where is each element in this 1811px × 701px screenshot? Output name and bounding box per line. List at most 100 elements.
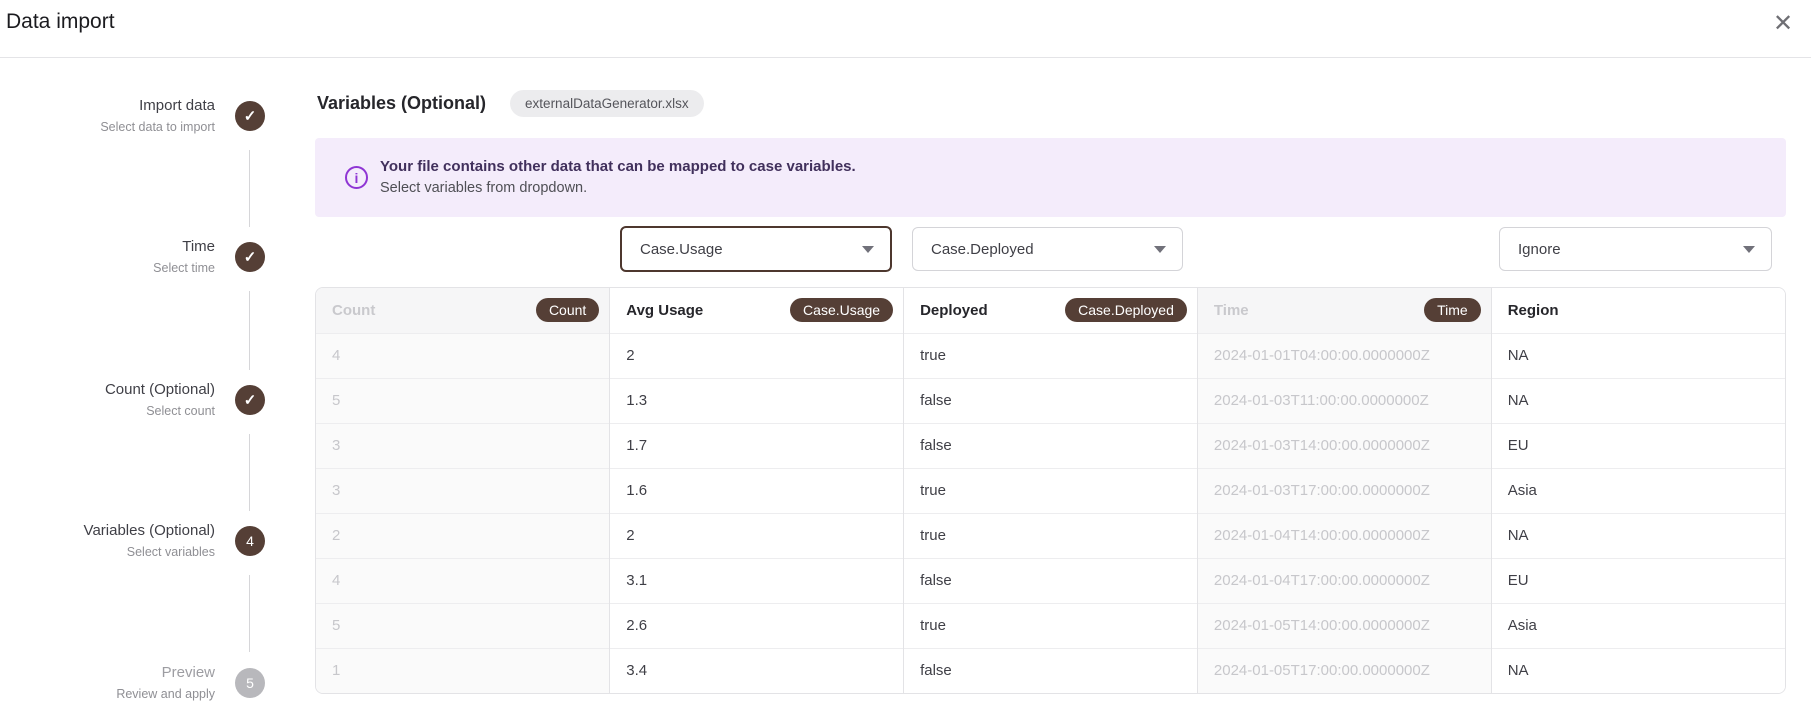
table-cell: 5 — [316, 602, 610, 648]
table-cell: 3 — [316, 467, 610, 513]
table-cell: NA — [1490, 512, 1785, 558]
table-cell: 3 — [316, 422, 610, 468]
stepper-connector — [249, 291, 250, 370]
table-cell: 2024-01-03T17:00:00.0000000Z — [1196, 467, 1492, 513]
table-cell: 2.6 — [609, 602, 904, 648]
step-number: 5 — [235, 667, 265, 698]
table-cell: true — [903, 512, 1198, 558]
table-cell: 4 — [316, 557, 610, 603]
close-icon: ✕ — [1772, 9, 1794, 37]
stepper-item-time[interactable]: Time Select time ✓ — [0, 237, 265, 277]
stepper-connector — [249, 150, 250, 227]
table-cell: 1 — [316, 647, 610, 693]
select-value: Case.Usage — [640, 240, 723, 258]
heading-row: Variables (Optional) externalDataGenerat… — [317, 90, 704, 117]
column-header-avg-usage: Avg Usage Case.Usage — [609, 288, 904, 333]
stepper-connector — [249, 434, 250, 511]
table-cell: false — [903, 557, 1198, 603]
table-cell: 4 — [316, 332, 610, 378]
mapping-badge-time: Time — [1424, 298, 1481, 323]
step-title: Preview — [161, 664, 215, 681]
header-divider — [0, 57, 1811, 58]
table-cell: 2024-01-03T11:00:00.0000000Z — [1196, 377, 1492, 423]
step-subtitle: Select data to import — [100, 120, 215, 135]
file-name-chip: externalDataGenerator.xlsx — [510, 90, 704, 117]
table-cell: 2024-01-03T14:00:00.0000000Z — [1196, 422, 1492, 468]
table-row: 5 2.6 true 2024-01-05T14:00:00.0000000Z … — [316, 602, 1785, 648]
table-cell: 1.3 — [609, 377, 904, 423]
table-cell: 1.6 — [609, 467, 904, 513]
step-check-icon: ✓ — [235, 384, 265, 415]
table-cell: 1.7 — [609, 422, 904, 468]
step-labels: Time Select time — [153, 237, 215, 277]
table-header-row: Count Count Avg Usage Case.Usage — [316, 288, 1785, 333]
table-cell: Asia — [1490, 602, 1785, 648]
step-subtitle: Select time — [153, 261, 215, 276]
stepper-item-preview[interactable]: Preview Review and apply 5 — [0, 663, 265, 701]
table-row: 3 1.6 true 2024-01-03T17:00:00.0000000Z … — [316, 467, 1785, 513]
table-cell: 3.1 — [609, 557, 904, 603]
stepper-item-variables[interactable]: Variables (Optional) Select variables 4 — [0, 521, 265, 561]
step-subtitle: Select variables — [126, 545, 215, 560]
variable-select-deployed[interactable]: Case.Deployed — [912, 227, 1183, 271]
table-cell: 2024-01-04T17:00:00.0000000Z — [1196, 557, 1492, 603]
table-cell: Asia — [1490, 467, 1785, 513]
table-cell: 2024-01-04T14:00:00.0000000Z — [1196, 512, 1492, 558]
step-number: 4 — [235, 525, 265, 556]
stepper-connector — [249, 575, 250, 652]
variable-select-avg-usage[interactable]: Case.Usage — [620, 226, 892, 272]
column-header-region: Region — [1490, 288, 1785, 333]
mapping-badge-count: Count — [535, 298, 600, 323]
table-cell: 3.4 — [609, 647, 904, 693]
table-cell: false — [903, 377, 1198, 423]
column-header-label: Deployed — [920, 301, 988, 319]
step-title: Variables (Optional) — [83, 522, 215, 539]
page-title: Variables (Optional) — [317, 93, 487, 113]
variable-select-region[interactable]: Ignore — [1499, 227, 1772, 271]
table-cell: 2 — [316, 512, 610, 558]
main-content: Variables (Optional) externalDataGenerat… — [315, 57, 1786, 701]
table-cell: 2024-01-05T17:00:00.0000000Z — [1196, 647, 1492, 693]
table-row: 5 1.3 false 2024-01-03T11:00:00.0000000Z… — [316, 377, 1785, 423]
info-banner: i Your file contains other data that can… — [315, 138, 1786, 217]
banner-subtitle: Select variables from dropdown. — [380, 179, 588, 196]
column-header-time: Time Time — [1196, 288, 1492, 333]
data-preview-table: Count Count Avg Usage Case.Usage — [315, 287, 1786, 694]
mapping-badge-case-usage: Case.Usage — [790, 298, 894, 323]
table-cell: 2 — [609, 512, 904, 558]
table-cell: EU — [1490, 422, 1785, 468]
banner-text: Your file contains other data that can b… — [380, 157, 856, 199]
table-cell: false — [903, 422, 1198, 468]
table-cell: NA — [1490, 377, 1785, 423]
column-header-label: Avg Usage — [626, 301, 704, 319]
table-cell: NA — [1490, 647, 1785, 693]
close-button[interactable]: ✕ — [1766, 6, 1800, 40]
table-cell: 2024-01-01T04:00:00.0000000Z — [1196, 332, 1492, 378]
chevron-down-icon — [1154, 245, 1166, 253]
stepper-item-count[interactable]: Count (Optional) Select count ✓ — [0, 380, 265, 420]
step-check-icon: ✓ — [235, 241, 265, 272]
table-row: 4 3.1 false 2024-01-04T17:00:00.0000000Z… — [316, 557, 1785, 603]
step-subtitle: Review and apply — [116, 687, 215, 701]
table-cell: 5 — [316, 377, 610, 423]
mapping-badge-case-deployed: Case.Deployed — [1065, 298, 1187, 323]
column-header-label: Time — [1213, 301, 1249, 319]
step-title: Import data — [139, 97, 215, 114]
dialog-title: Data import — [6, 10, 115, 33]
select-value: Ignore — [1518, 240, 1561, 258]
table-cell: false — [903, 647, 1198, 693]
step-check-icon: ✓ — [235, 100, 265, 131]
table-cell: true — [903, 602, 1198, 648]
table-row: 4 2 true 2024-01-01T04:00:00.0000000Z NA — [316, 332, 1785, 378]
stepper-item-import-data[interactable]: Import data Select data to import ✓ — [0, 96, 265, 136]
step-labels: Import data Select data to import — [100, 96, 215, 136]
step-labels: Preview Review and apply — [116, 663, 215, 701]
table-cell: EU — [1490, 557, 1785, 603]
chevron-down-icon — [862, 245, 874, 253]
step-labels: Variables (Optional) Select variables — [84, 521, 215, 561]
table-cell: 2024-01-05T14:00:00.0000000Z — [1196, 602, 1492, 648]
column-header-label: Count — [332, 301, 376, 319]
column-header-deployed: Deployed Case.Deployed — [903, 288, 1198, 333]
step-labels: Count (Optional) Select count — [105, 380, 215, 420]
